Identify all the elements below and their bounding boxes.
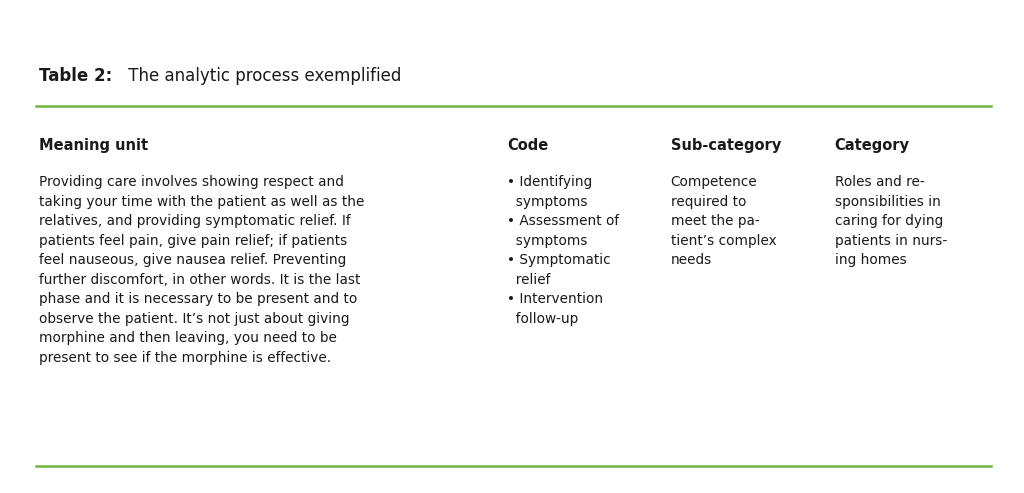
Text: Roles and re-
sponsibilities in
caring for dying
patients in nurs-
ing homes: Roles and re- sponsibilities in caring f… (835, 175, 947, 267)
Text: Category: Category (835, 138, 909, 153)
Text: Competence
required to
meet the pa-
tient’s complex
needs: Competence required to meet the pa- tien… (671, 175, 776, 267)
Text: Sub-category: Sub-category (671, 138, 781, 153)
Text: Meaning unit: Meaning unit (39, 138, 148, 153)
Text: The analytic process exemplified: The analytic process exemplified (123, 67, 401, 85)
Text: Code: Code (507, 138, 548, 153)
Text: • Identifying
  symptoms
• Assessment of
  symptoms
• Symptomatic
  relief
• Int: • Identifying symptoms • Assessment of s… (507, 175, 618, 325)
Text: Providing care involves showing respect and
taking your time with the patient as: Providing care involves showing respect … (39, 175, 365, 364)
Text: Table 2:: Table 2: (39, 67, 113, 85)
